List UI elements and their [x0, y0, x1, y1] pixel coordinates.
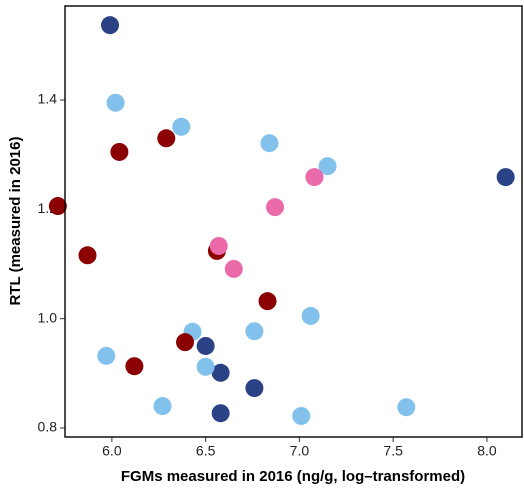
- y-tick-label: 1.0: [38, 309, 58, 325]
- plot-frame: [64, 5, 523, 438]
- point: [211, 404, 230, 423]
- point: [172, 117, 191, 136]
- point: [209, 236, 228, 255]
- point: [224, 259, 243, 278]
- x-tick-label: 7.5: [383, 443, 403, 459]
- point: [125, 357, 144, 376]
- point: [48, 197, 67, 216]
- point: [397, 398, 416, 417]
- point: [97, 346, 116, 365]
- point: [78, 246, 97, 265]
- point: [196, 336, 215, 355]
- point: [153, 397, 172, 416]
- point: [176, 333, 195, 352]
- x-tick-label: 7.0: [290, 443, 310, 459]
- point: [211, 363, 230, 382]
- point: [260, 134, 279, 153]
- x-tick-label: 8.0: [477, 443, 497, 459]
- x-tick-label: 6.5: [196, 443, 216, 459]
- point: [245, 322, 264, 341]
- point: [301, 306, 320, 325]
- point: [305, 168, 324, 187]
- x-axis-label: FGMs measured in 2016 (ng/g, log–transfo…: [121, 468, 465, 485]
- x-tick-label: 6.0: [102, 443, 122, 459]
- point: [245, 379, 264, 398]
- point: [292, 406, 311, 425]
- point: [101, 16, 120, 35]
- y-tick-label: 0.8: [38, 419, 58, 435]
- point: [318, 157, 337, 176]
- point: [110, 142, 129, 161]
- point: [196, 357, 215, 376]
- y-tick-label: 1.4: [38, 91, 58, 107]
- point: [157, 129, 176, 148]
- point: [496, 168, 515, 187]
- point: [258, 292, 277, 311]
- point: [106, 93, 125, 112]
- y-axis-label: RTL (measured in 2016): [7, 137, 24, 306]
- point: [266, 198, 285, 217]
